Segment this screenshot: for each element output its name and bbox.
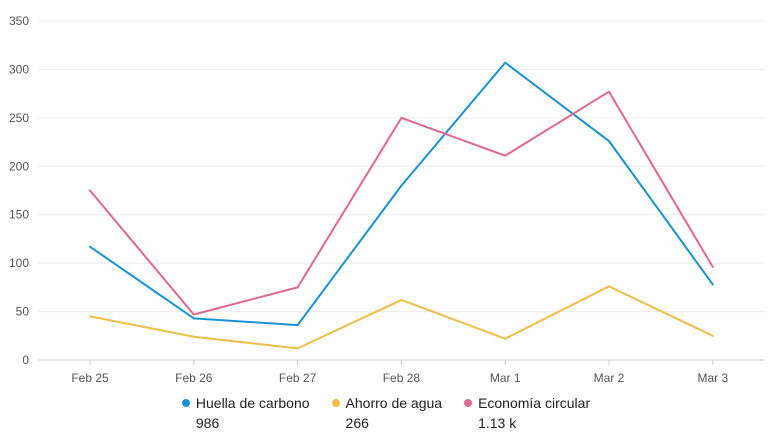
legend-dot-huella: [181, 399, 190, 407]
legend-dot-economia: [464, 399, 473, 407]
x-tick-label: Mar 2: [594, 371, 625, 385]
x-tick-label: Feb 25: [71, 371, 109, 385]
y-tick-label: 350: [9, 14, 29, 28]
y-tick-label: 300: [9, 62, 29, 76]
y-tick-label: 250: [9, 111, 29, 125]
x-tick-label: Feb 28: [383, 371, 421, 385]
line-chart: 0 50 100 150 200 250 300 350 Feb 25 Feb 26 Feb 27 F…: [9, 14, 765, 385]
legend-item-ahorro[interactable]: Ahorro de agua 266: [331, 395, 443, 431]
chart-legend: Huella de carbono 986 Ahorro de agua 266…: [0, 395, 772, 431]
x-tick-label: Feb 26: [175, 371, 213, 385]
y-tick-label: 100: [9, 256, 29, 270]
y-tick-label: 150: [9, 208, 29, 222]
legend-item-economia[interactable]: Economía circular 1.13 k: [464, 395, 590, 431]
legend-label-economia: Economía circular: [478, 395, 591, 411]
legend-total-ahorro: 266: [345, 415, 369, 431]
legend-total-economia: 1.13 k: [478, 415, 517, 431]
series-line-2: [89, 90, 714, 316]
y-tick-label: 50: [16, 305, 30, 319]
x-tick-label: Mar 1: [490, 371, 521, 385]
legend-dot-ahorro: [331, 399, 340, 407]
legend-label-huella: Huella de carbono: [195, 395, 310, 411]
legend-item-huella[interactable]: Huella de carbono 986: [181, 395, 310, 431]
series-line-1: [89, 285, 714, 350]
x-tick-label: Feb 27: [279, 371, 317, 385]
x-tick-label: Mar 3: [697, 371, 728, 385]
series-line-0: [89, 61, 714, 327]
y-tick-label: 0: [22, 353, 29, 367]
y-tick-label: 200: [9, 159, 29, 173]
legend-label-ahorro: Ahorro de agua: [345, 395, 443, 411]
legend-total-huella: 986: [195, 415, 220, 431]
